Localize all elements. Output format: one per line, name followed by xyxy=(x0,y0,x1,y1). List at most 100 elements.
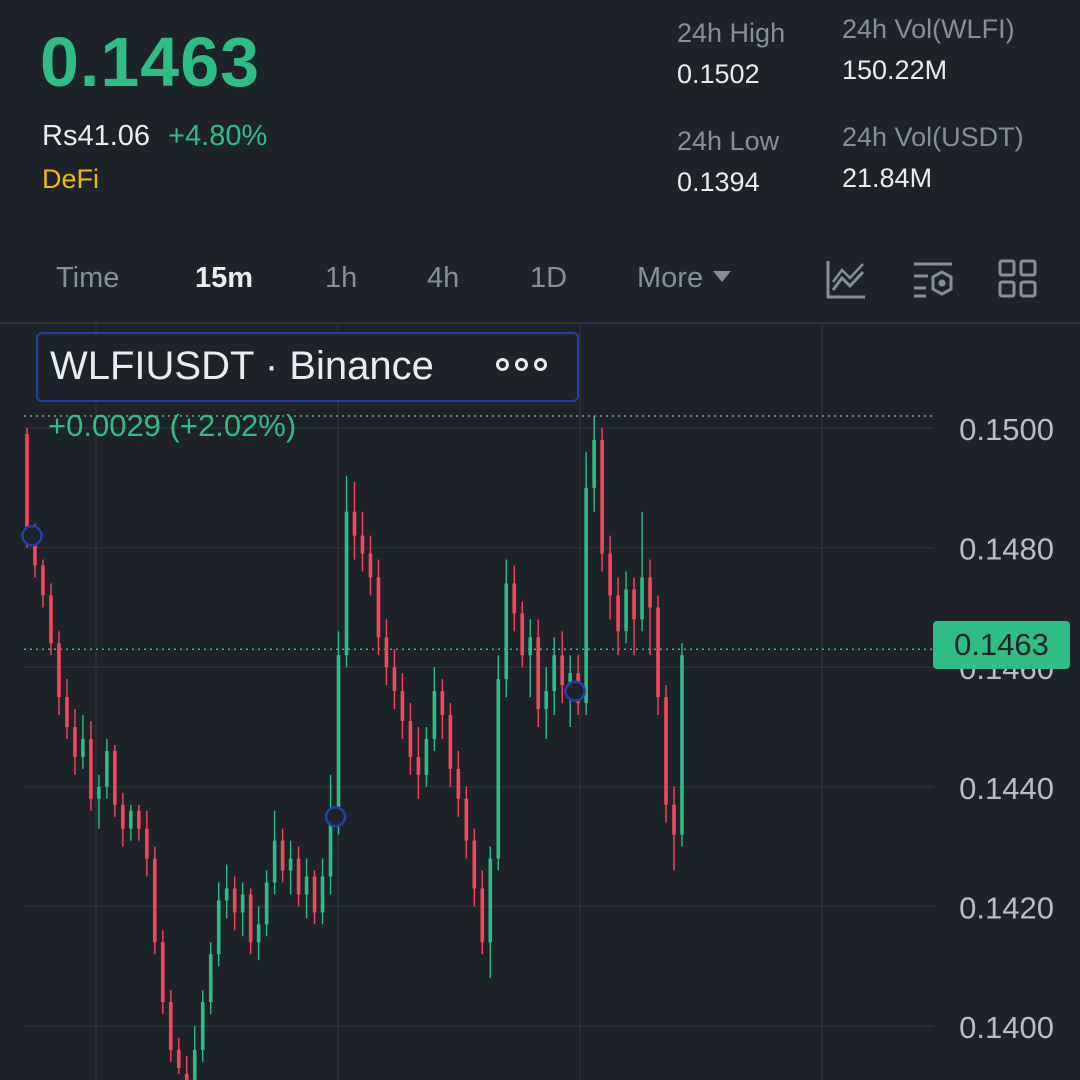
candle-body xyxy=(320,876,325,913)
stat-24h-low: 24h Low 0.1394 xyxy=(677,126,779,198)
candle-body xyxy=(368,553,373,578)
candle xyxy=(416,727,421,799)
candle xyxy=(528,619,533,698)
chart-grid xyxy=(24,324,934,1080)
candle xyxy=(448,703,453,787)
stat-label: 24h Low xyxy=(677,126,780,156)
candle-body xyxy=(376,577,381,638)
candle-body xyxy=(145,828,149,859)
candle-body xyxy=(360,535,365,554)
last-price: 0.1463 xyxy=(40,23,261,101)
tab-more[interactable]: More xyxy=(637,262,732,295)
caret-down-icon xyxy=(713,270,732,282)
candle-body xyxy=(440,691,445,716)
tab-time[interactable]: Time xyxy=(56,262,120,294)
candle xyxy=(288,840,293,895)
trade-marker xyxy=(21,524,43,547)
stat-24h-high: 24h High 0.1502 xyxy=(677,18,785,90)
candle-body xyxy=(280,840,285,871)
candle-body xyxy=(208,954,213,1003)
stat-value: 0.1502 xyxy=(677,59,760,89)
candle xyxy=(456,750,461,817)
candle xyxy=(672,786,676,871)
candle xyxy=(129,804,133,841)
chart-settings-icon[interactable] xyxy=(912,258,954,300)
candle-body xyxy=(640,577,644,620)
candle xyxy=(384,619,389,686)
candle xyxy=(264,870,269,937)
candle-body xyxy=(200,1002,205,1050)
candle xyxy=(552,637,556,716)
price-subline: Rs41.06 +4.80% xyxy=(42,120,267,153)
candle-body xyxy=(600,439,604,554)
candle xyxy=(440,679,445,739)
candle xyxy=(640,511,644,632)
tab-1d[interactable]: 1D xyxy=(530,262,568,294)
candle xyxy=(544,667,549,739)
candle-body xyxy=(512,583,517,614)
candle xyxy=(176,1037,181,1074)
tab-4h[interactable]: 4h xyxy=(427,262,460,294)
candle xyxy=(488,846,493,979)
candle-body xyxy=(488,858,493,943)
candle xyxy=(312,870,317,925)
candle xyxy=(480,870,485,955)
tab-1h[interactable]: 1h xyxy=(325,262,358,294)
tab-15m[interactable]: 15m xyxy=(195,262,254,294)
candle-body xyxy=(544,691,549,710)
candle xyxy=(160,930,165,1015)
candle xyxy=(424,727,429,787)
candle-body xyxy=(336,655,341,823)
candle-body xyxy=(184,1073,189,1080)
candle-body xyxy=(536,637,541,710)
candle-body xyxy=(272,840,277,883)
candle xyxy=(608,535,612,620)
symbol-title: WLFIUSDT · Binance xyxy=(50,344,434,388)
candle-body xyxy=(496,679,501,859)
candle xyxy=(632,577,636,656)
candle-body xyxy=(552,655,556,692)
candle-body xyxy=(248,894,253,943)
candle xyxy=(328,774,333,895)
candle xyxy=(464,786,469,859)
stat-value: 150.22M xyxy=(842,55,948,85)
candle xyxy=(336,631,341,835)
symbol-legend[interactable]: WLFIUSDT · Binance xyxy=(36,332,579,402)
category-tag[interactable]: DeFi xyxy=(42,164,100,194)
more-options-icon[interactable] xyxy=(496,358,547,371)
trade-marker xyxy=(564,680,586,702)
indicators-icon[interactable] xyxy=(825,258,867,300)
header-divider xyxy=(0,322,1080,324)
candle xyxy=(472,828,477,907)
candle xyxy=(296,846,301,907)
candle xyxy=(200,990,205,1062)
layout-grid-icon[interactable] xyxy=(997,258,1039,300)
candle-body xyxy=(89,738,93,799)
candle-body xyxy=(528,637,533,656)
candle-body xyxy=(192,1049,197,1080)
candle xyxy=(256,906,261,961)
candle-body xyxy=(33,541,37,566)
fiat-price: Rs41.06 xyxy=(42,120,151,152)
candle xyxy=(208,942,213,1015)
candle-body xyxy=(328,822,333,877)
candle-body xyxy=(632,589,636,620)
candle-body xyxy=(296,858,301,895)
candle xyxy=(248,888,253,955)
candle-body xyxy=(160,942,165,1003)
candle xyxy=(536,619,541,727)
candle xyxy=(592,416,596,512)
candle-body xyxy=(65,697,69,727)
candle xyxy=(376,559,381,656)
candle xyxy=(168,990,173,1062)
candle-body xyxy=(73,727,77,757)
candle xyxy=(360,511,365,572)
stat-24h-vol-quote: 24h Vol(USDT) 21.84M xyxy=(842,122,1024,194)
candle-body xyxy=(312,876,317,913)
y-tick-label: 0.1440 xyxy=(959,771,1054,806)
trade-marker xyxy=(324,805,347,828)
candle xyxy=(320,858,325,925)
candle-body xyxy=(288,858,293,871)
